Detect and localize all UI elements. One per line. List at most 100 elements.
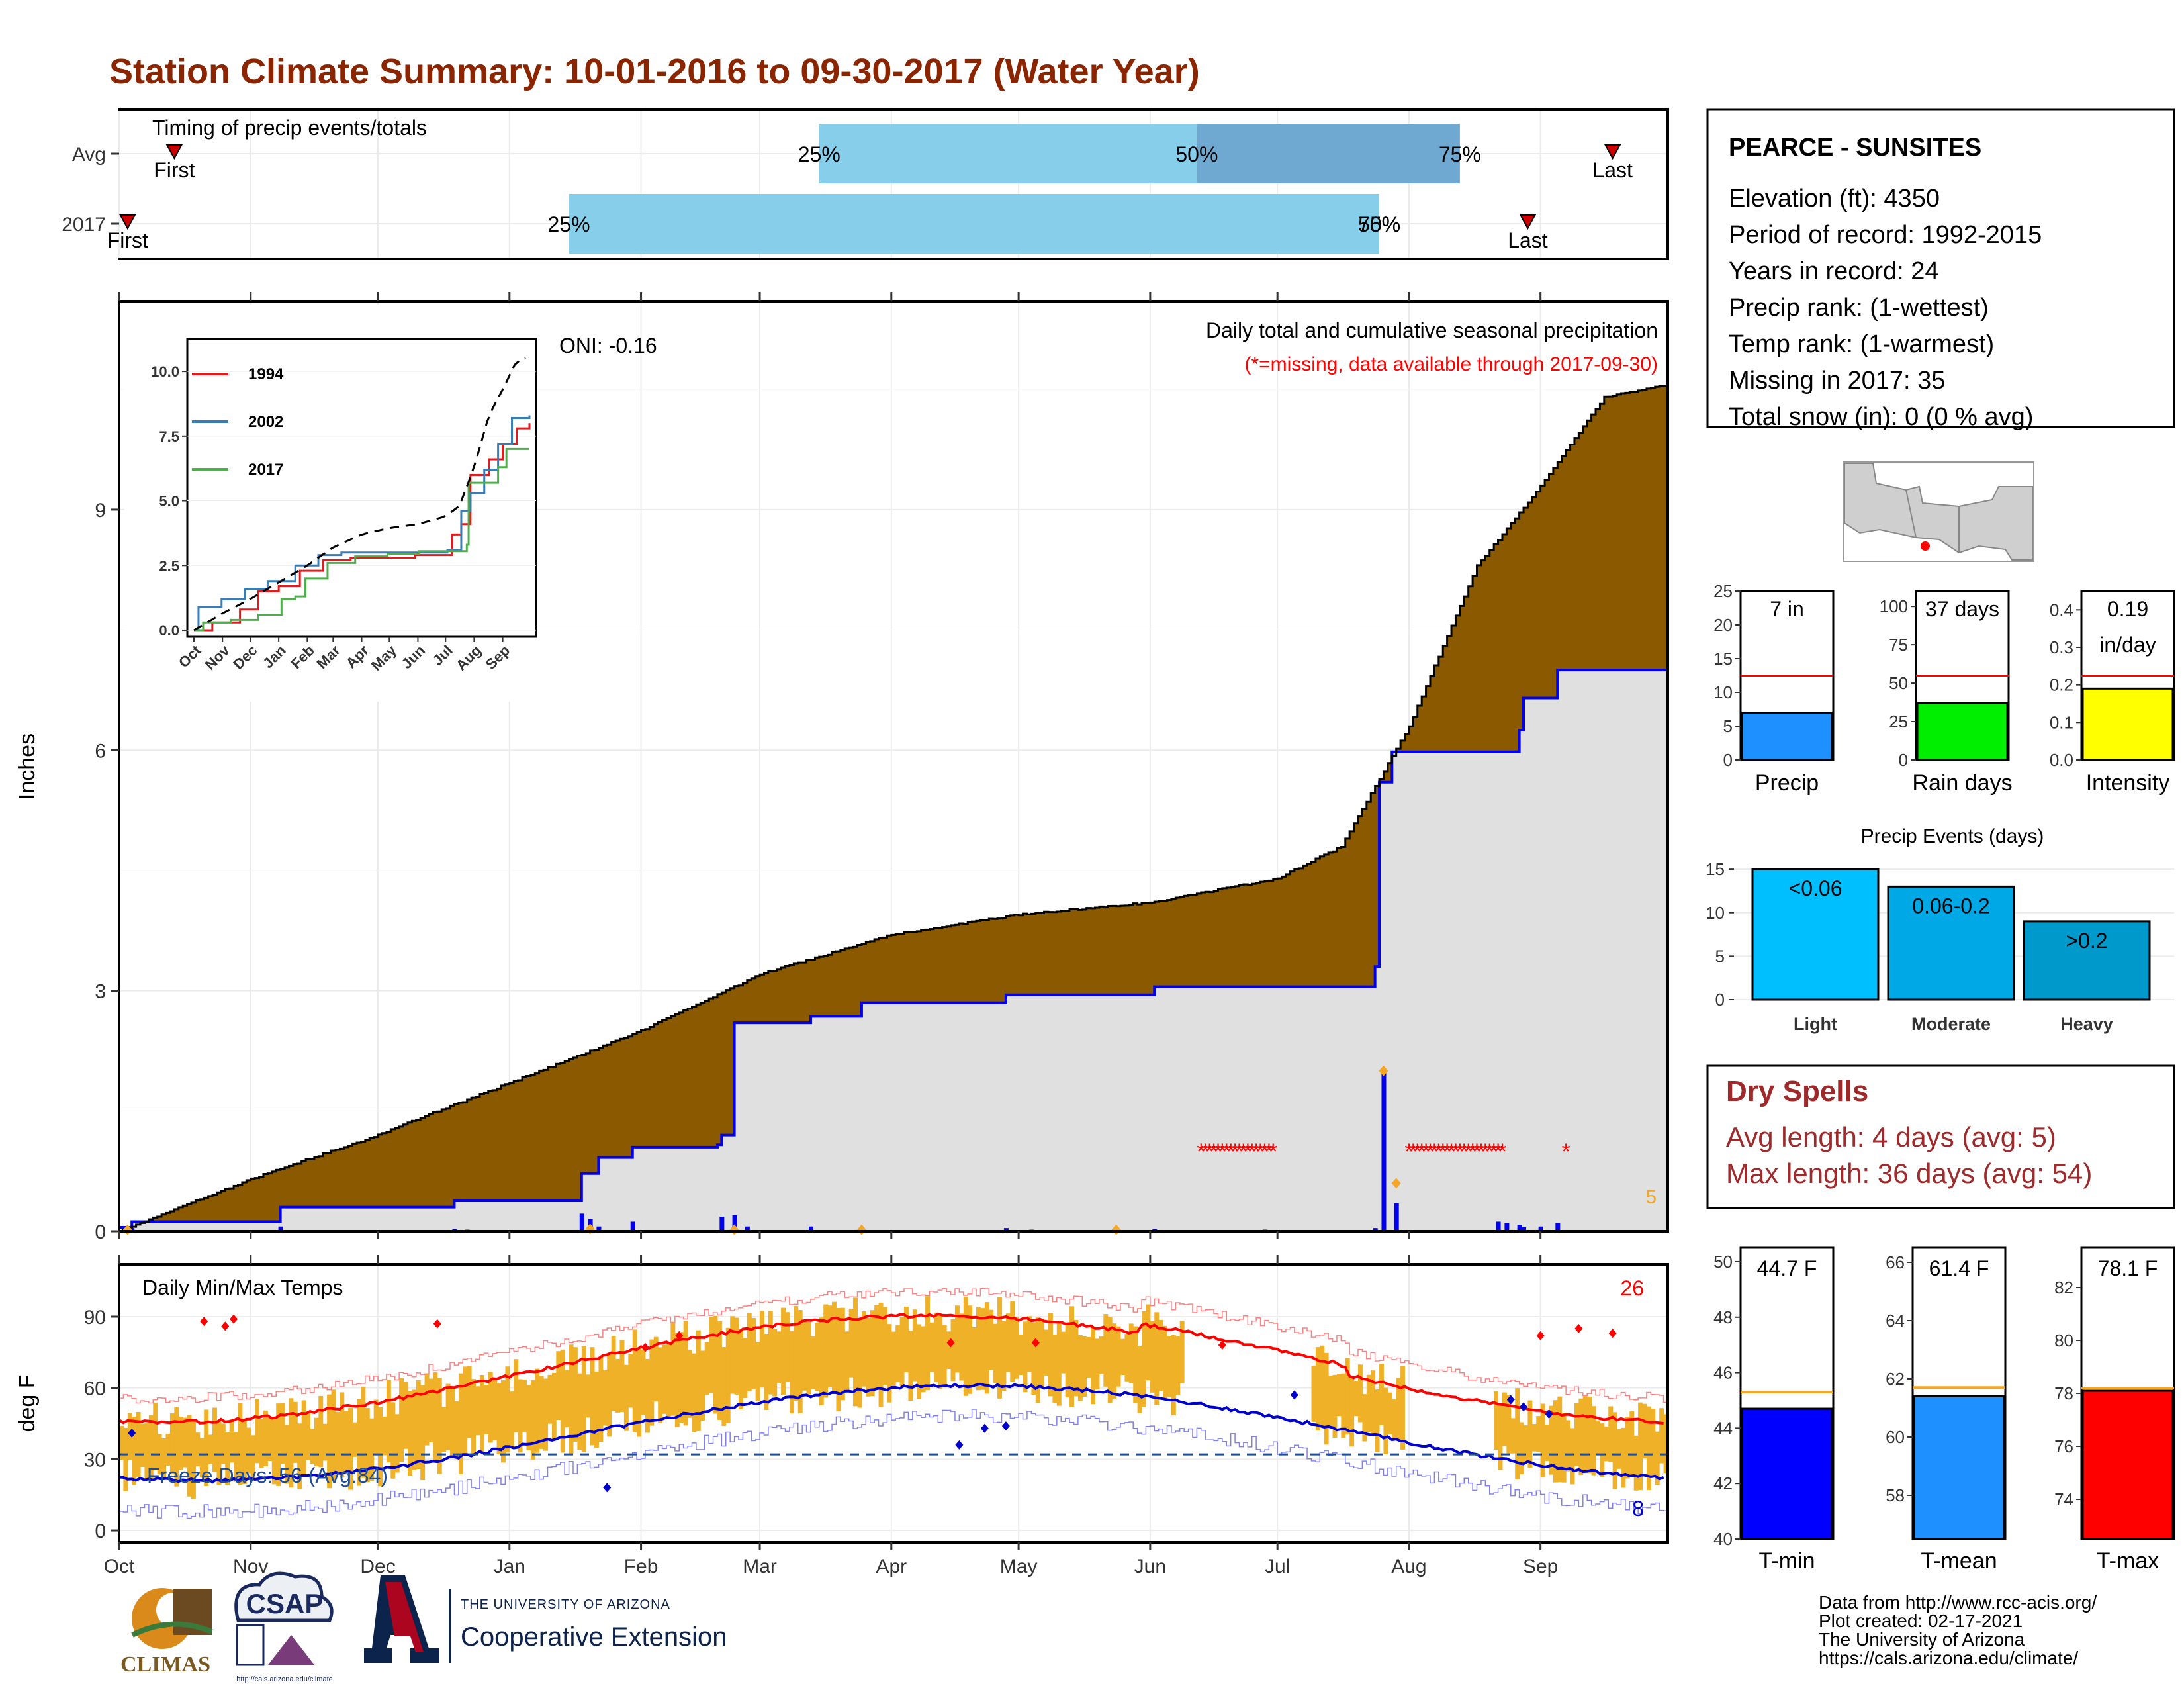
- missing-day-marker: *: [1230, 1139, 1239, 1164]
- daily-temp-bar: [861, 1311, 866, 1387]
- daily-temp-bar: [653, 1336, 659, 1402]
- daily-temp-bar: [1515, 1388, 1520, 1479]
- daily-temp-bar: [1056, 1322, 1062, 1406]
- dry-spells-box: Dry Spells Avg length: 4 days (avg: 5) M…: [1706, 1064, 2175, 1209]
- daily-temp-bar: [878, 1302, 884, 1407]
- timing-first-label: First: [107, 228, 148, 252]
- daily-temp-bar: [1663, 1414, 1668, 1474]
- summary-bar-ytick: 0.4: [2050, 600, 2073, 620]
- daily-temp-bar: [492, 1378, 498, 1441]
- timing-last-label: Last: [1508, 228, 1548, 252]
- temp-summary-ytick: 44: [1713, 1418, 1733, 1438]
- daily-temp-bar: [1574, 1403, 1579, 1466]
- map-region: [1844, 463, 2033, 561]
- inset-legend-label: 2002: [248, 413, 283, 431]
- timing-row-2017-label: 2017: [62, 214, 106, 236]
- daily-temp-bar: [1659, 1408, 1664, 1464]
- daily-temp-bar: [488, 1372, 493, 1443]
- precip-event-bar-moderate: [1887, 885, 2015, 1001]
- precip-caption: Daily total and cumulative seasonal prec…: [1206, 318, 1658, 342]
- daily-temp-bar: [802, 1321, 807, 1391]
- daily-temp-bar: [378, 1407, 383, 1487]
- daily-temp-bar: [1625, 1417, 1630, 1479]
- daily-temp-bar: [590, 1347, 595, 1446]
- daily-precip-bar: [1538, 1226, 1543, 1231]
- daily-temp-bar: [895, 1325, 901, 1383]
- inset-cumulative-chart: 0.02.55.07.510.0OctNovDecJanFebMarAprMay…: [124, 305, 537, 702]
- temp-summary-ytick: 60: [1886, 1427, 1905, 1447]
- daily-temp-bar: [1116, 1326, 1121, 1387]
- daily-temp-bar: [1112, 1323, 1117, 1399]
- daily-temp-bar: [1023, 1321, 1028, 1393]
- daily-temp-bar: [276, 1403, 281, 1486]
- daily-temp-bar: [429, 1378, 433, 1442]
- daily-temp-bar: [683, 1321, 688, 1426]
- record-high-marker: [675, 1331, 684, 1340]
- daily-temp-bar: [1065, 1324, 1070, 1398]
- daily-precip-bar: [1394, 1203, 1399, 1231]
- daily-temp-bar: [912, 1309, 917, 1382]
- tmin-record-count: 8: [1632, 1497, 1644, 1521]
- daily-temp-bar: [310, 1429, 315, 1464]
- month-label: Oct: [104, 1556, 135, 1577]
- daily-temp-bar: [1400, 1366, 1406, 1450]
- daily-temp-bar: [832, 1301, 837, 1393]
- daily-temp-bar: [1150, 1321, 1155, 1393]
- summary-bar-ytick: 25: [1889, 712, 1908, 731]
- daily-temp-bar: [1171, 1335, 1176, 1416]
- daily-temp-bar: [674, 1333, 680, 1427]
- summary-bar-label: Precip: [1755, 771, 1819, 796]
- summary-bar-value-label: 37 days: [1925, 597, 1999, 621]
- daily-temp-bar: [1519, 1422, 1524, 1474]
- csap-url: http://cals.arizona.edu/climate: [236, 1675, 333, 1683]
- daily-temp-bar: [764, 1333, 769, 1410]
- daily-temp-bar: [539, 1376, 544, 1449]
- daily-temp-bar: [1536, 1416, 1541, 1452]
- credit-url: https://cals.arizona.edu/climate/: [1819, 1648, 2078, 1668]
- daily-temp-bar: [1099, 1336, 1104, 1374]
- daily-temp-bar: [132, 1417, 137, 1485]
- missing-day-marker: *: [1248, 1139, 1256, 1164]
- temp-panel-label: Daily Min/Max Temps: [142, 1276, 343, 1299]
- daily-temp-bar: [1163, 1325, 1168, 1399]
- temp-summary-ytick: 48: [1713, 1307, 1733, 1327]
- temp-summary-ytick: 64: [1886, 1311, 1905, 1331]
- precip-event-bar-label: 0.06-0.2: [1912, 894, 1989, 917]
- daily-temp-bar: [1362, 1394, 1367, 1442]
- summary-bar-ytick: 100: [1880, 596, 1908, 616]
- summary-bar-value: [1916, 702, 2009, 761]
- daily-precip-bar: [808, 1226, 813, 1231]
- daily-temp-bar: [717, 1321, 722, 1420]
- precip-ylabel: Inches: [15, 733, 40, 800]
- daily-temp-bar: [1540, 1403, 1545, 1477]
- inset-legend-label: 2017: [248, 461, 283, 479]
- record-high-marker: [433, 1319, 441, 1329]
- missing-day-marker: *: [1404, 1139, 1413, 1164]
- daily-temp-bar: [615, 1359, 620, 1413]
- credit-data-source: Data from http://www.rcc-acis.org/: [1819, 1592, 2097, 1613]
- daily-temp-bar: [420, 1385, 426, 1480]
- daily-temp-bar: [1341, 1373, 1346, 1438]
- record-high-marker: [1608, 1329, 1617, 1338]
- cumulative-average-precip-line: [119, 385, 1668, 1233]
- daily-temp-bar: [1035, 1317, 1040, 1403]
- daily-temp-bar: [1179, 1321, 1185, 1383]
- daily-temp-bar: [972, 1327, 977, 1387]
- daily-temp-bar: [607, 1354, 612, 1437]
- summary-bar-intensity: 0.0 0.1 0.2 0.3 0.4 0.19 in/day Intensity: [2050, 590, 2175, 796]
- daily-temp-bar: [322, 1423, 328, 1461]
- daily-temp-bar: [963, 1296, 968, 1396]
- daily-temp-bar: [369, 1418, 375, 1481]
- daily-temp-bar: [569, 1344, 574, 1454]
- month-label: Nov: [233, 1556, 268, 1577]
- summary-bar-raindays: 0 25 50 75 100 37 days Rain days: [1880, 590, 2013, 796]
- daily-temp-bar: [997, 1297, 1002, 1399]
- missing-day-marker: *: [1468, 1139, 1477, 1164]
- precip-ytick: 9: [95, 500, 106, 522]
- temp-summary-ytick: 62: [1886, 1369, 1905, 1389]
- daily-temp-bar: [547, 1374, 553, 1424]
- daily-temp-bar: [984, 1302, 989, 1394]
- daily-temp-bar: [1494, 1391, 1499, 1450]
- daily-temp-bar: [535, 1368, 540, 1453]
- summary-bar-ytick: 20: [1713, 615, 1733, 635]
